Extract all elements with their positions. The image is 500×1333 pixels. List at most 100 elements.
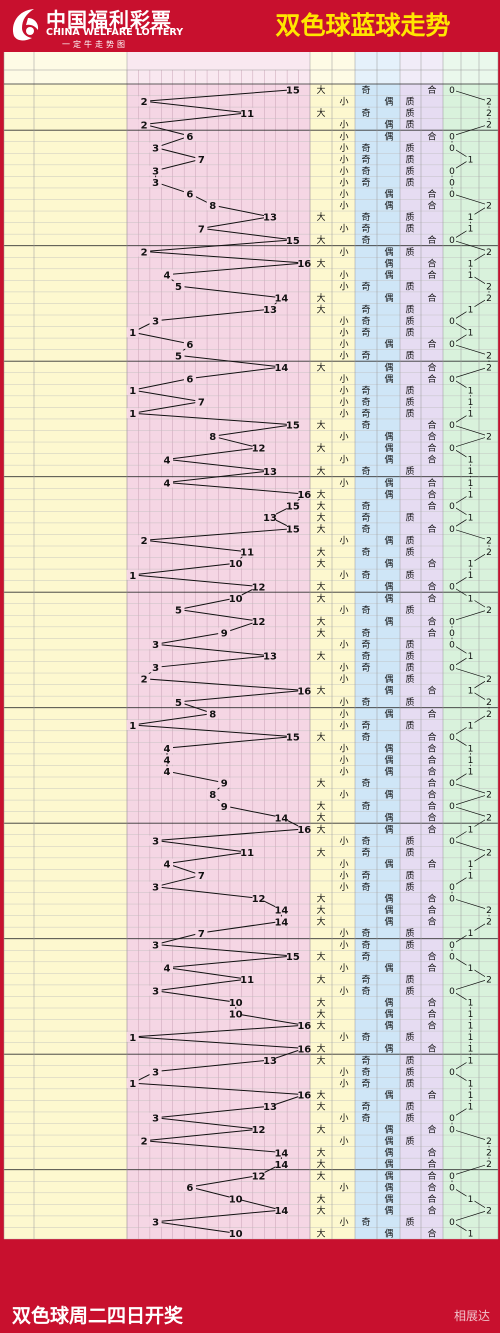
blue-ball-point [286, 500, 299, 511]
mod3-point [448, 616, 456, 627]
odd-mark: 奇 [361, 211, 370, 223]
small-mark: 小 [339, 870, 348, 881]
mod3-point [466, 1101, 475, 1112]
composite-mark: 合 [427, 130, 436, 142]
even-mark: 偶 [384, 1008, 393, 1020]
composite-mark: 合 [427, 338, 436, 350]
odd-mark: 奇 [361, 315, 370, 327]
mod3-mark: 0 [449, 640, 455, 650]
mod3-mark: 0 [449, 952, 455, 962]
composite-mark: 合 [427, 904, 436, 916]
small-mark: 小 [339, 1136, 348, 1147]
composite-mark: 合 [427, 800, 436, 812]
blue-ball-point [195, 927, 208, 938]
big-mark: 大 [316, 361, 325, 373]
mod3-point [466, 823, 475, 834]
mod3-point [448, 951, 456, 962]
blue-ball-point [275, 1147, 288, 1158]
odd-mark: 奇 [361, 731, 370, 743]
mod3-point [466, 477, 475, 488]
composite-mark: 合 [427, 523, 436, 535]
even-mark: 偶 [384, 488, 393, 500]
mod3-mark: 2 [486, 710, 492, 720]
even-mark: 偶 [384, 338, 393, 350]
even-mark: 偶 [384, 812, 393, 824]
mod3-mark: 2 [486, 698, 492, 708]
blue-ball-point-label: 14 [274, 813, 288, 824]
big-mark: 大 [316, 823, 325, 835]
blue-ball-point [286, 523, 299, 534]
big-mark: 大 [316, 419, 325, 431]
blue-ball-point [149, 1112, 162, 1123]
mod3-mark: 0 [449, 941, 455, 951]
odd-even-panel [355, 52, 400, 1239]
even-mark: 偶 [384, 188, 393, 200]
blue-ball-point [229, 1008, 242, 1019]
blue-ball-point [138, 96, 151, 107]
prime-mark: 质 [405, 973, 414, 985]
composite-mark: 合 [427, 1043, 436, 1055]
blue-ball-point [138, 119, 151, 130]
composite-mark: 合 [427, 708, 436, 720]
composite-mark: 合 [427, 893, 436, 905]
mod3-point [448, 315, 456, 326]
odd-mark: 奇 [361, 662, 370, 674]
mod3-mark: 1 [468, 259, 474, 269]
blue-ball-point [298, 489, 311, 500]
mod3-mark: 2 [486, 1137, 492, 1147]
blue-ball-point [275, 904, 288, 915]
blue-ball-point-label: 6 [186, 132, 193, 143]
blue-ball-point [263, 211, 276, 222]
small-mark: 小 [339, 605, 348, 616]
even-mark: 偶 [384, 477, 393, 489]
even-mark: 偶 [384, 558, 393, 570]
small-mark: 小 [339, 570, 348, 581]
mod3-point [448, 523, 456, 534]
mod3-mark: 1 [468, 1033, 474, 1043]
small-mark: 小 [339, 154, 348, 165]
blue-ball-point [149, 1216, 162, 1227]
blue-ball-point-label: 6 [186, 340, 193, 351]
small-mark: 小 [339, 940, 348, 951]
mod3-point [485, 119, 493, 130]
mod3-mark: 1 [468, 744, 474, 754]
mod3-mark: 0 [449, 629, 455, 639]
small-mark: 小 [339, 790, 348, 801]
blue-ball-point-label: 4 [164, 963, 171, 974]
blue-ball-point [126, 408, 139, 419]
draw-schedule-text: 双色球周二四日开奖 [12, 1305, 184, 1327]
mod3-mark: 2 [486, 248, 492, 258]
mod3-mark: 1 [468, 225, 474, 235]
blue-ball-point-label: 9 [221, 629, 228, 640]
prime-mark: 质 [405, 1135, 414, 1147]
mod3-point [466, 558, 475, 569]
composite-mark: 合 [427, 558, 436, 570]
mod3-point [448, 165, 456, 176]
prime-mark: 质 [405, 569, 414, 581]
mod3-point [485, 107, 493, 118]
prime-mark: 质 [405, 1054, 414, 1066]
blue-ball-point-label: 3 [152, 317, 159, 328]
blue-ball-point [218, 777, 231, 788]
small-mark: 小 [339, 697, 348, 708]
odd-mark: 奇 [361, 1054, 370, 1066]
mod3-point [466, 512, 475, 523]
even-mark: 偶 [384, 615, 393, 627]
odd-mark: 奇 [361, 1112, 370, 1124]
blue-ball-point [241, 847, 254, 858]
mod3-mark: 1 [468, 594, 474, 604]
blue-ball-point-label: 3 [152, 1218, 159, 1229]
even-mark: 偶 [384, 581, 393, 593]
mod3-mark: 1 [468, 1102, 474, 1112]
mod3-mark: 2 [486, 675, 492, 685]
mod3-mark: 0 [449, 1183, 455, 1193]
prime-mark: 质 [405, 223, 414, 235]
mod3-point [448, 893, 456, 904]
mod3-mark: 2 [486, 606, 492, 616]
blue-ball-point-label: 3 [152, 836, 159, 847]
mod3-point [448, 177, 456, 188]
composite-mark: 合 [427, 84, 436, 96]
blue-ball-point-label: 3 [152, 987, 159, 998]
blue-ball-trend-line [130, 89, 307, 1234]
small-mark: 小 [339, 189, 348, 200]
